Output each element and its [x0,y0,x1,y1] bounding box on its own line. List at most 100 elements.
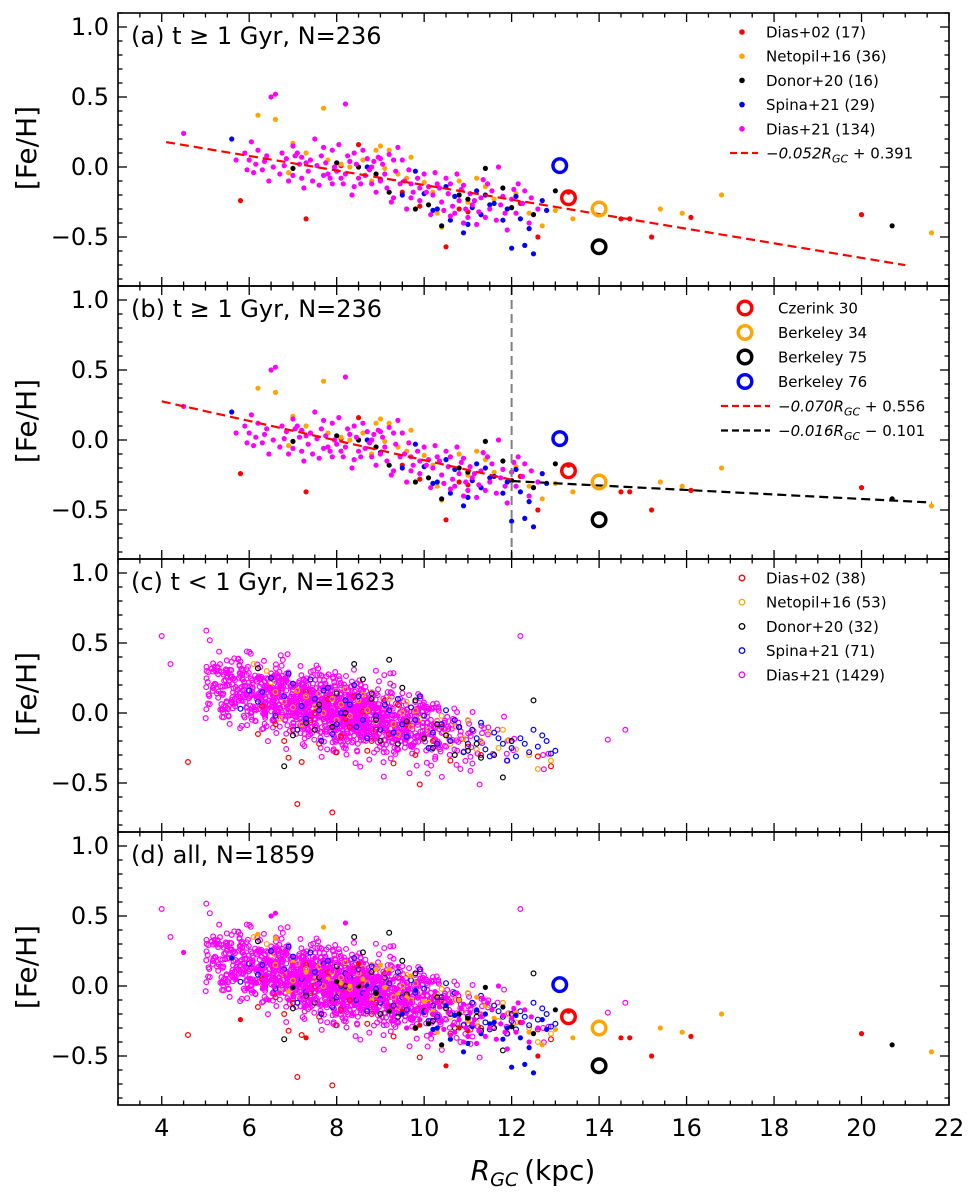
data-point-dias21-young [231,700,238,707]
legend-label-c: Dias+21 (1429) [766,666,885,684]
data-point-spina21-young [303,715,310,722]
data-point-dias21-young [478,722,485,729]
data-point-netopil16-old [434,1029,440,1035]
data-point-dias21 [250,170,257,176]
data-point-netopil16 [347,437,353,443]
data-point-spina21-young [289,680,296,687]
data-point-dias21-young [399,729,406,736]
data-point-dias21-young [303,948,310,955]
data-point-spina21-young [294,999,301,1006]
data-point-dias21-young [343,945,350,952]
data-point-dias21-young [210,941,217,948]
y-axis-title-d: [Fe/H] [10,925,43,1009]
legend-label-a: Donor+20 (16) [766,72,879,90]
data-point-dias21-young [236,970,243,977]
data-point-dias21-young [362,683,369,690]
legend-label-a: Dias+21 (134) [766,120,875,138]
data-point-dias21-young [415,1011,422,1018]
data-point-dias21-young [309,959,316,966]
data-point-dias21 [349,192,355,198]
data-point-dias21-young [356,1004,363,1011]
data-point-dias21-old [279,969,285,975]
data-point-dias21-young [479,730,486,737]
data-point-dias21-old [255,966,261,972]
data-point-spina21-young [368,963,375,970]
data-point-netopil16-old [657,1025,663,1031]
data-point-dias02 [858,485,865,491]
data-point-donor20-young [412,970,419,977]
data-point-dias21-young [383,1014,390,1021]
data-point-dias21-young [349,987,356,994]
data-point-spina21-young [460,749,467,756]
data-point-dias21-old [384,1004,390,1010]
panel-c: 1.0 0.5 0.0 −0.5 (c) t < 1 Gyr, N=1623 Dias+0… [51,558,950,833]
data-point-dias21-young [223,930,230,937]
data-point-dias21 [487,479,493,485]
data-point-dias02-young [416,781,423,788]
data-point-donor20-old [290,984,296,991]
data-point-dias21-young [366,707,373,714]
legend-marker-b [736,299,754,317]
data-point-dias21 [318,153,324,159]
data-point-dias21-young [357,736,364,743]
data-point-donor20-young [499,1047,506,1054]
data-point-dias21-young [218,979,225,986]
data-point-dias21-old [253,980,259,986]
data-point-spina21-young [482,746,489,753]
x-tick-label: 8 [329,1114,344,1142]
data-point-netopil16-old [272,935,279,942]
data-point-spina21 [474,188,480,194]
data-point-dias21 [358,454,364,460]
data-point-spina21-young [399,721,406,728]
data-point-dias21 [181,130,187,136]
data-point-spina21 [504,479,510,485]
data-point-dias21 [279,423,285,429]
data-point-dias21-young [352,1033,359,1040]
data-point-dias21-young [424,992,431,999]
data-point-netopil16 [539,496,545,502]
data-point-dias21-young [401,744,408,751]
data-point-dias21-young [467,767,474,774]
data-point-donor20-young [316,701,323,708]
data-point-donor20-young [394,740,401,747]
data-point-dias21 [329,454,335,460]
data-point-spina21-young [438,721,445,728]
data-point-dias02 [303,216,309,222]
data-point-dias21-old [399,976,405,982]
data-point-donor20-old [482,984,488,991]
data-point-dias21-young [376,704,383,711]
data-point-spina21-old [491,1019,497,1025]
data-point-netopil16-young [364,707,371,714]
data-point-dias21-young [370,703,377,710]
data-point-dias21-old [268,913,274,919]
data-point-spina21-young [353,723,360,730]
data-point-dias21-young [218,942,225,949]
data-point-dias21 [305,168,311,174]
data-point-dias02-young [272,721,279,728]
data-point-dias21-old [327,994,333,1000]
data-point-dias21-young [387,670,394,677]
data-point-dias21-young [406,770,413,777]
data-point-dias21-young [358,698,365,705]
data-point-spina21-young [268,947,275,954]
data-point-dias21 [454,444,460,450]
data-point-netopil16 [434,210,440,216]
data-point-spina21 [452,193,458,199]
data-point-dias02 [535,507,541,513]
data-point-dias21-old [467,1010,473,1016]
data-point-netopil16-old [679,1029,685,1035]
data-point-dias21-young [343,672,350,679]
data-point-dias21-young [263,706,270,713]
data-point-dias21-young [320,715,327,722]
data-point-dias21 [423,462,429,468]
data-point-dias02-young [534,753,541,760]
data-point-dias02-young [184,1031,191,1038]
data-point-dias21 [474,494,480,500]
data-point-dias21-young [236,962,243,969]
data-point-dias21-old [299,994,305,1000]
data-point-dias21 [299,154,305,160]
data-point-dias21 [244,440,250,446]
data-point-dias21-young [320,1011,327,1018]
data-point-spina21-young [421,712,428,719]
data-point-dias21-old [452,1029,458,1035]
